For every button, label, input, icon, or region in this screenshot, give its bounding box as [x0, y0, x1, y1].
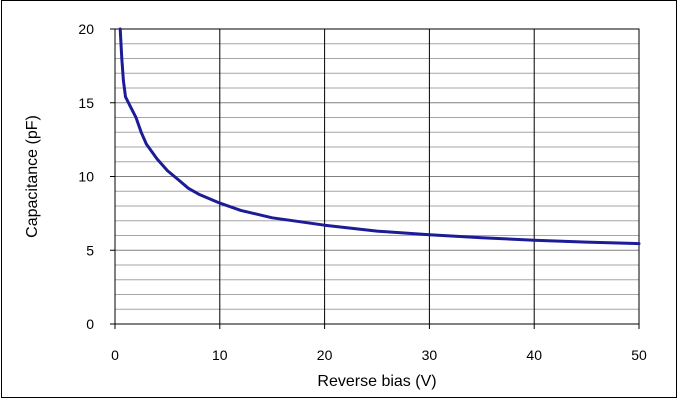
x-tick-label: 0	[111, 347, 119, 363]
x-ticks: 0 10 20 30 40 50	[111, 324, 647, 363]
y-axis-title: Capacitance (pF)	[24, 115, 41, 238]
y-tick-label: 20	[78, 21, 94, 37]
x-tick-label: 40	[526, 347, 542, 363]
x-tick-label: 10	[212, 347, 228, 363]
y-tick-label: 10	[78, 169, 94, 185]
x-tick-label: 30	[422, 347, 438, 363]
x-tick-label: 50	[631, 347, 647, 363]
y-tick-label: 0	[86, 316, 94, 332]
minor-grid	[115, 43, 639, 310]
x-tick-label: 20	[317, 347, 333, 363]
capacitance-line	[118, 27, 641, 246]
y-ticks: 0 5 10 15 20	[78, 21, 115, 332]
x-axis-title: Reverse bias (V)	[317, 373, 436, 390]
major-grid	[219, 29, 535, 324]
y-tick-label: 5	[86, 242, 94, 258]
y-tick-label: 15	[78, 95, 94, 111]
